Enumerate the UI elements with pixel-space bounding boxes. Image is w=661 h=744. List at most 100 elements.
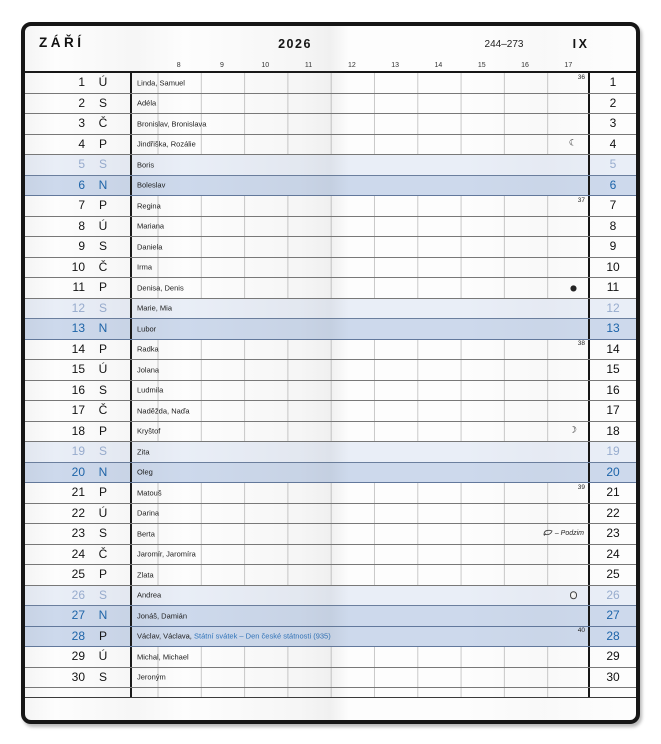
nameday-text: Václav, Václava, Státní svátek – Den čes… [137,632,331,641]
day-column-gap [119,668,130,688]
month-roman-numeral: IX [572,37,590,51]
week-number: 38 [577,340,585,347]
day-row: 2 S Adéla 2 [25,93,636,114]
day-schedule-cell: Michal, Michael [130,647,590,667]
nameday-text: Oleg [137,468,153,477]
week-number: 40 [577,627,585,634]
day-number: 23 [71,526,85,540]
day-row: 18 P Kryštof ☽ 18 [25,421,636,442]
day-row: 26 S Andrea 26 [25,585,636,606]
right-day-number: 18 [606,423,620,438]
day-row: 1 Ú Linda, Samuel 36 1 [25,73,636,94]
day-number: 28 [71,628,85,643]
weekday-letter: Č [98,116,108,130]
day-column-gap [119,319,130,339]
nameday-names: Marie, Mia [137,303,173,313]
nameday-names: Oleg [137,467,153,477]
nameday-names: Mariana [137,221,165,231]
nameday-text: Radka [137,345,159,354]
hour-label: 10 [261,62,270,69]
weekday-letter: P [98,280,107,294]
day-schedule-cell: Jaromír, Jaromíra [130,544,590,564]
day-schedule-cell: Jolana [130,360,590,380]
nameday-names: Michal, Michael [137,652,189,662]
day-column-gap [119,545,130,565]
nameday-names: Matouš [137,488,162,498]
weekday-letter: Ú [98,362,108,376]
day-row: 25 P Zlata 25 [25,565,636,586]
hour-ruler: 8 9 10 11 12 13 14 15 16 17 [157,60,590,71]
day-schedule-cell: Oleg [130,462,590,482]
right-day-number: 12 [606,300,620,315]
nameday-text: Lubor [137,324,156,333]
nameday-text: Matouš [137,488,162,497]
day-number: 14 [71,341,85,356]
nameday-text: Bronislav, Bronislava [137,119,206,128]
day-number: 12 [71,300,85,315]
day-column-gap [119,299,130,319]
day-schedule-cell: Zita [130,442,590,462]
nameday-text: Zlata [137,570,154,579]
nameday-text: Mariana [137,222,164,231]
nameday-text: Naděžda, Naďa [137,406,190,415]
hour-label: 16 [521,62,529,69]
day-column-gap [119,73,130,93]
nameday-text: Ludmila [137,386,163,395]
day-schedule-cell: Denisa, Denis ● [130,278,590,298]
day-row: 14 P Radka 38 14 [25,339,636,360]
day-column-gap [119,135,130,155]
day-column-gap [119,176,130,196]
right-day-number: 1 [609,75,617,89]
day-number: 20 [71,464,85,479]
nameday-text: Darina [137,509,159,518]
day-column-gap [119,401,130,421]
right-day-number: 30 [606,669,620,684]
weekday-letter: P [98,136,107,151]
day-column-gap [119,483,130,503]
day-schedule-cell: Bronislav, Bronislava [130,114,590,134]
nameday-names: Jaromír, Jaromíra [137,549,196,559]
day-number: 24 [71,546,85,561]
year-label: 2026 [278,37,312,51]
weekday-letter: P [98,567,107,581]
right-day-number: 7 [609,198,617,212]
week-number: 36 [577,73,585,81]
nameday-names: Václav, Václava, [137,631,192,641]
week-number: 37 [577,196,585,204]
nameday-text: Jolana [137,365,159,374]
day-column-gap [119,360,130,380]
first-quarter-moon-icon: ☽ [568,425,577,436]
hour-label: 15 [477,62,486,69]
season-note-text: – Podzim [554,530,584,538]
nameday-text: Jindřiška, Rozálie [137,140,196,149]
day-schedule-cell: Jeroným [130,667,590,687]
day-schedule-cell: Jonáš, Damián [130,606,590,626]
day-column-gap [119,606,130,626]
day-column-gap [119,114,130,134]
day-column-gap [119,524,130,544]
day-row: 16 S Ludmila 16 [25,380,636,401]
right-day-number: 2 [609,95,617,110]
day-number: 6 [78,177,85,192]
day-column-gap [119,278,130,298]
right-day-number-empty [590,688,636,697]
nameday-names: Bronislav, Bronislava [137,119,207,129]
nameday-text: Regina [137,201,161,210]
weekday-letter: S [98,157,107,171]
day-column-gap [119,627,130,647]
footer-strip [25,699,636,720]
hour-label: 14 [434,62,443,69]
nameday-text: Adéla [137,99,156,108]
weekday-letter: N [98,321,108,335]
day-grid: 1 Ú Linda, Samuel 36 1 2 S Adéla 2 3 Č Bronislav, B… [25,71,636,698]
last-quarter-moon-icon: ☾ [568,138,577,149]
day-row: 24 Č Jaromír, Jaromíra 24 [25,544,636,565]
day-number: 26 [71,587,85,602]
right-day-number: 9 [609,239,617,253]
nameday-names: Irma [137,262,152,272]
day-number: 10 [71,259,85,274]
day-schedule-cell: Jindřiška, Rozálie ☾ [130,134,590,154]
day-row: 29 Ú Michal, Michael 29 [25,647,636,668]
nameday-names: Kryštof [137,426,161,436]
right-day-number: 17 [606,403,620,417]
